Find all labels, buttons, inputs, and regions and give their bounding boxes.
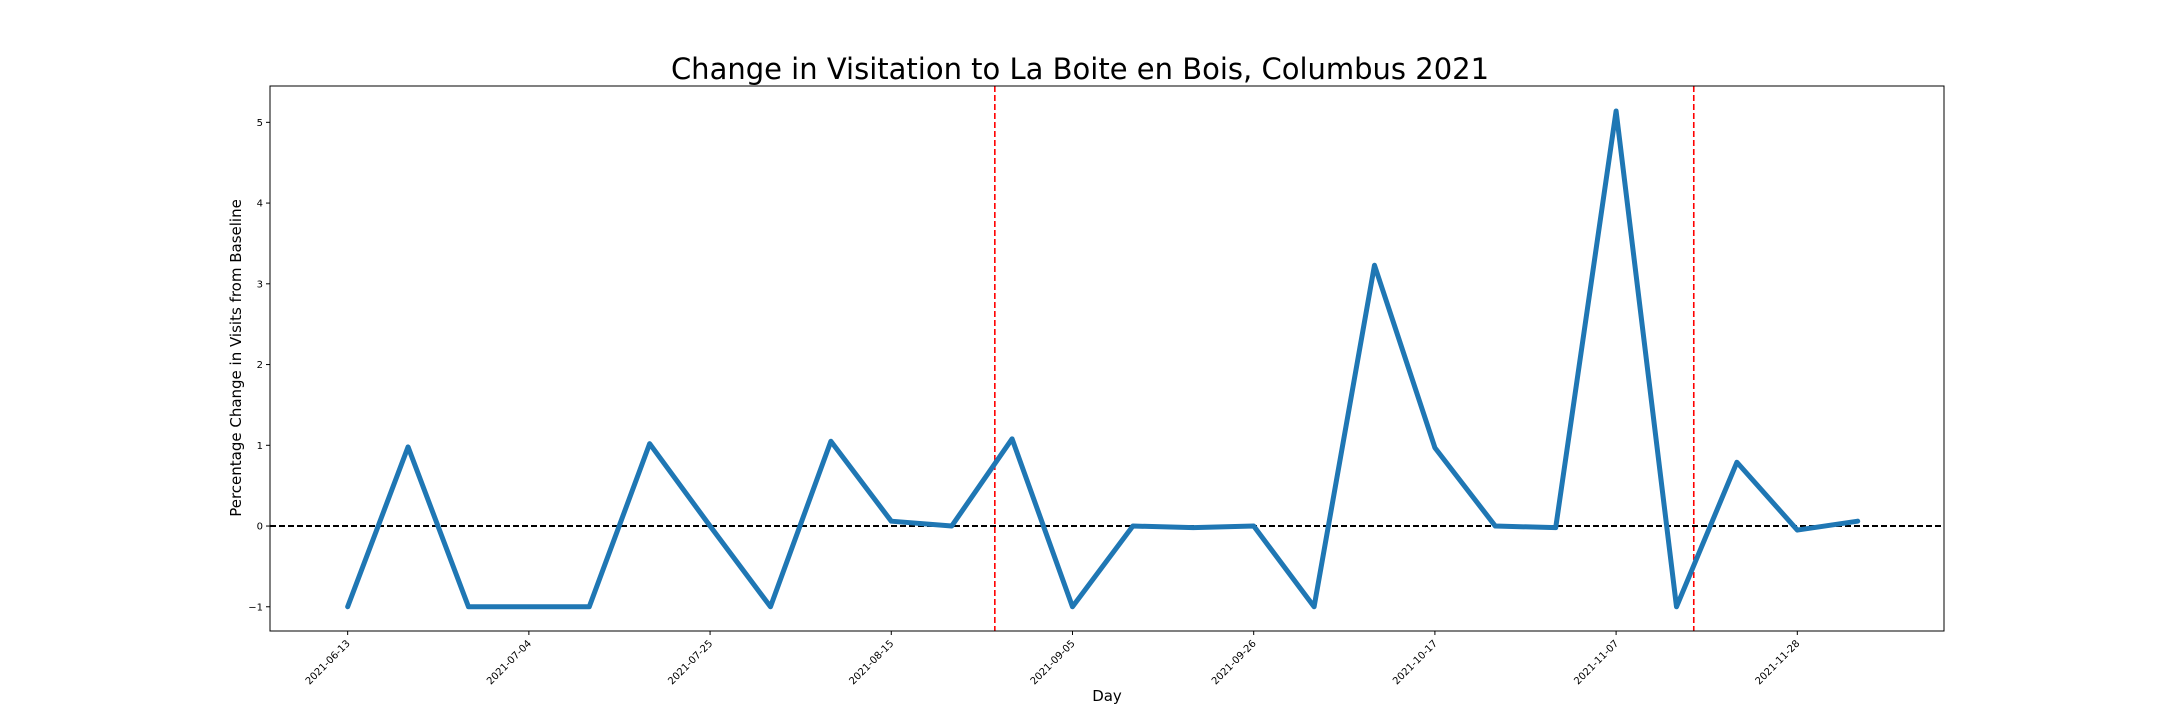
data-point (1494, 525, 1496, 527)
y-tick-label: 0 (257, 522, 263, 533)
data-point (830, 440, 832, 442)
x-tick-label: 2021-10-17 (1391, 638, 1440, 687)
y-tick-label: 1 (257, 441, 263, 452)
x-tick-label: 2021-11-07 (1572, 638, 1621, 687)
data-point (1071, 606, 1073, 608)
chart-title: Change in Visitation to La Boite en Bois… (671, 52, 1489, 86)
data-point (407, 446, 409, 448)
data-point (1857, 520, 1859, 522)
data-point (709, 525, 711, 527)
data-point (1434, 447, 1436, 449)
data-point (467, 606, 469, 608)
data-point (1132, 525, 1134, 527)
y-tick-label: 5 (257, 118, 263, 129)
x-tick-label: 2021-09-26 (1210, 638, 1259, 687)
data-point (890, 520, 892, 522)
series-line (345, 108, 1861, 610)
data-point (1736, 461, 1738, 463)
plot-area-frame (269, 85, 1945, 632)
y-tick-label: 3 (257, 279, 263, 290)
x-tick-label: 2021-11-28 (1754, 638, 1803, 687)
data-point (951, 525, 953, 527)
x-axis-label: Day (1092, 687, 1122, 705)
x-tick-label: 2021-07-04 (485, 638, 534, 687)
data-point (588, 606, 590, 608)
data-point (528, 606, 530, 608)
y-tick-label: −1 (248, 602, 263, 613)
data-point (1192, 527, 1194, 529)
data-point (1313, 606, 1315, 608)
data-point (1373, 264, 1375, 266)
data-point (1676, 606, 1678, 608)
x-tick-label: 2021-07-25 (666, 638, 715, 687)
data-point (649, 443, 651, 445)
data-point (1796, 529, 1798, 531)
y-tick-label: 4 (257, 199, 263, 210)
x-tick-label: 2021-06-13 (304, 638, 353, 687)
y-axis-label: Percentage Change in Visits from Baselin… (227, 199, 245, 517)
y-tick-label: 2 (257, 360, 263, 371)
data-point (1555, 527, 1557, 529)
x-tick-label: 2021-08-15 (848, 638, 897, 687)
data-point (1615, 110, 1617, 112)
data-point (1253, 525, 1255, 527)
data-point (1011, 438, 1013, 440)
data-point (347, 606, 349, 608)
x-tick-label: 2021-09-05 (1029, 638, 1078, 687)
data-point (769, 606, 771, 608)
